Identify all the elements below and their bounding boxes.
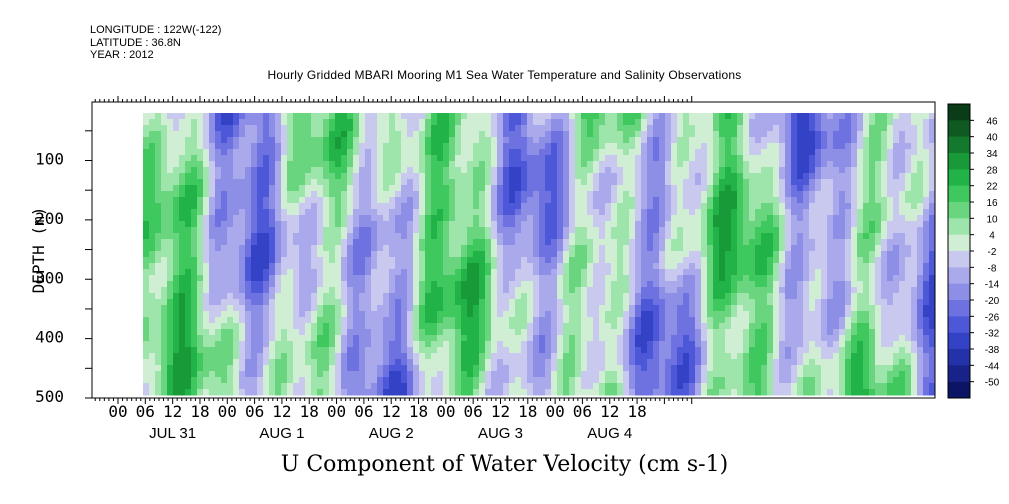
x-hour-tick-label: 12	[382, 402, 401, 421]
colorbar-swatch	[948, 120, 970, 137]
colorbar-swatch	[948, 332, 970, 350]
colorbar-swatch	[948, 316, 970, 333]
colorbar-label: -20	[985, 296, 1000, 307]
chart-title: Hourly Gridded MBARI Mooring M1 Sea Wate…	[267, 68, 742, 82]
colorbar-label: 16	[986, 198, 998, 209]
x-hour-tick-label: 06	[136, 402, 155, 421]
x-hour-tick-label: 18	[409, 402, 428, 421]
x-hour-tick-label: 12	[272, 402, 291, 421]
y-tick-label: 400	[35, 328, 64, 347]
x-hour-tick-label: 12	[600, 402, 619, 421]
x-hour-tick-label: 06	[464, 402, 483, 421]
metadata-block: LONGITUDE : 122W(-122) LATITUDE : 36.8N …	[90, 24, 221, 62]
x-hour-tick-label: 12	[491, 402, 510, 421]
colorbar-label: 28	[986, 165, 998, 176]
colorbar-label: 10	[986, 214, 998, 225]
colorbar-swatch	[948, 300, 970, 317]
colorbar-label: 34	[986, 149, 998, 160]
colorbar-swatch	[948, 185, 970, 203]
colorbar-label: -50	[985, 378, 1000, 389]
colorbar-label: -8	[988, 263, 997, 274]
x-hour-tick-label: 18	[300, 402, 319, 421]
longitude-label: LONGITUDE : 122W(-122)	[90, 24, 222, 36]
latitude-label: LATITUDE : 36.8N	[90, 36, 181, 49]
x-hour-tick-label: 06	[573, 402, 592, 421]
x-hour-tick-label: 00	[108, 402, 127, 421]
colorbar: 46 40 34 28 22 16 10 4 -2 -8 -14 -20 -26 -32 -38 -44 -50	[947, 103, 1000, 399]
y-axis-label: DEPTH (m)	[29, 207, 48, 294]
x-day-label: AUG 4	[587, 425, 632, 442]
colorbar-swatch	[948, 381, 970, 399]
x-hour-tick-label: 00	[218, 402, 237, 421]
colorbar-swatch	[948, 153, 970, 170]
x-hour-tick-label: 18	[190, 402, 209, 421]
x-hour-tick-label: 18	[518, 402, 537, 421]
y-tick-label: 100	[35, 150, 64, 169]
x-hour-tick-label: 00	[545, 402, 564, 421]
colorbar-swatch	[948, 218, 970, 235]
x-day-label: AUG 2	[369, 425, 414, 442]
colorbar-label: -32	[985, 329, 1000, 340]
colorbar-swatch	[948, 234, 970, 252]
x-hour-tick-label: 18	[627, 402, 646, 421]
colorbar-label: -26	[985, 312, 1000, 323]
colorbar-label: 40	[986, 133, 998, 144]
variable-label: U Component of Water Velocity (cm s-1)	[280, 452, 729, 477]
colorbar-swatch	[948, 136, 970, 154]
colorbar-swatch	[948, 251, 970, 268]
x-hour-tick-label: 00	[436, 402, 455, 421]
heatmap-plot-area	[143, 113, 936, 396]
colorbar-label: 46	[986, 116, 998, 127]
colorbar-swatch	[948, 283, 970, 301]
x-day-label: JUL 31	[149, 425, 196, 442]
colorbar-label: 4	[989, 231, 995, 242]
x-hour-tick-label: 06	[245, 402, 264, 421]
x-hour-tick-label: 06	[354, 402, 373, 421]
colorbar-swatch	[948, 267, 970, 284]
axes: 00 06 12 18 00 06 12 18 00 06 12 18 00 06 12 18 00 06 12 18…	[29, 96, 936, 442]
colorbar-label: 22	[986, 182, 998, 193]
y-tick-label: 300	[35, 268, 64, 287]
colorbar-label: -44	[985, 361, 1000, 372]
colorbar-label: -38	[985, 345, 1000, 356]
x-hour-tick-label: 00	[327, 402, 346, 421]
colorbar-swatch	[948, 169, 970, 186]
year-label: YEAR : 2012	[90, 49, 154, 61]
colorbar-swatch	[948, 202, 970, 219]
y-tick-label: 500	[35, 387, 64, 406]
y-tick-label: 200	[35, 209, 64, 228]
colorbar-swatch	[948, 365, 970, 382]
x-hour-tick-label: 12	[163, 402, 182, 421]
colorbar-label: -14	[985, 280, 1000, 291]
colorbar-swatch	[948, 104, 970, 121]
x-day-label: AUG 1	[259, 425, 304, 442]
colorbar-label: -2	[988, 247, 997, 258]
colorbar-swatch	[948, 349, 970, 366]
x-day-label: AUG 3	[478, 425, 523, 442]
